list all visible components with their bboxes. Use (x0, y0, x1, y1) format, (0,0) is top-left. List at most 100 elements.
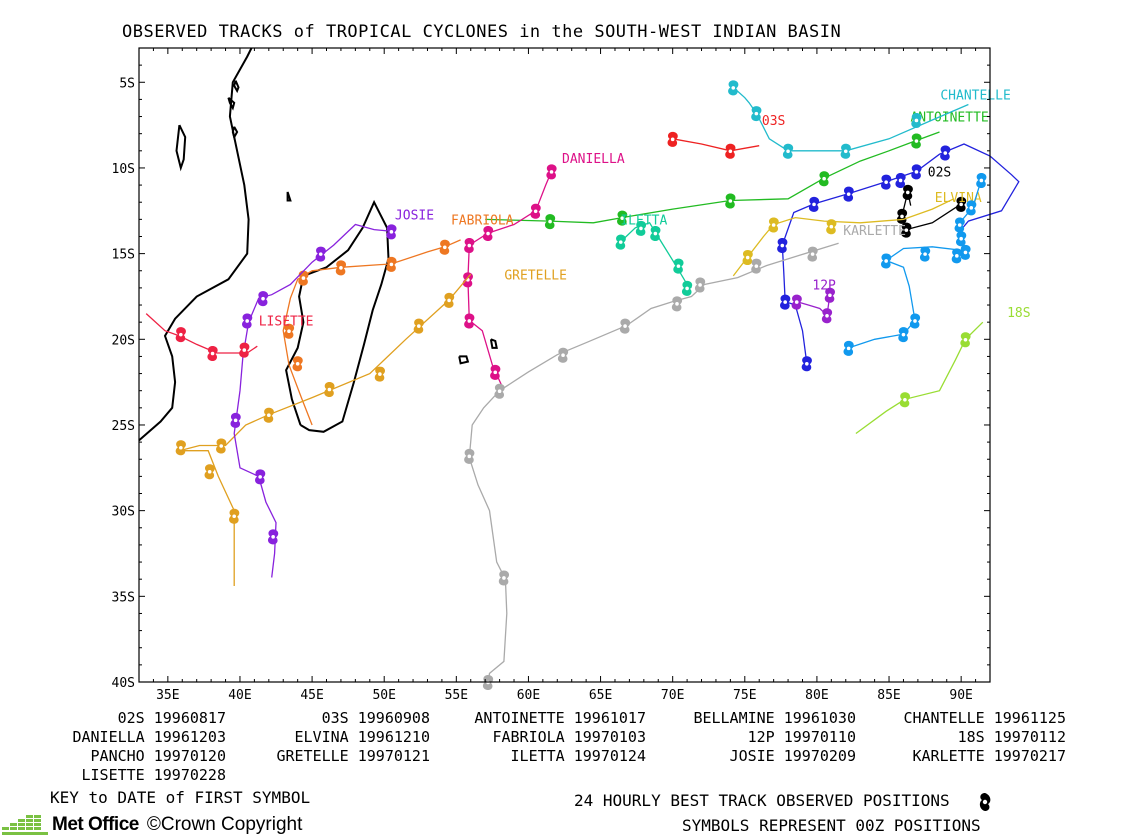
track-label-gretelle: GRETELLE (504, 268, 567, 283)
legend-entry: BELLAMINE 19961030 (693, 709, 856, 727)
track-03s: 03S (667, 114, 785, 159)
cyclone-symbol-pancho-5-eye (955, 254, 959, 258)
track-elvina: ELVINA (732, 191, 982, 277)
cyclone-symbol-josie-0-eye (271, 535, 275, 539)
met-office-brand: Met Office (52, 814, 139, 835)
cyclone-symbol-daniella-4-eye (486, 231, 490, 236)
track-pancho (843, 172, 987, 356)
legend-entry: ILETTA 19970124 (510, 747, 646, 765)
legend-entry: 03S 19960908 (321, 709, 430, 727)
track-label-daniella: DANIELLA (562, 152, 625, 167)
met-office-grid-icon (2, 815, 48, 835)
cyclone-symbol-josie-5-eye (318, 252, 323, 256)
track-iletta: ILETTA (615, 213, 693, 296)
cyclone-symbol-gretelle-2-eye (179, 445, 183, 450)
footer-line-2: SYMBOLS REPRESENT 00Z POSITIONS (682, 816, 981, 835)
cyclone-symbol-josie-1-eye (258, 475, 262, 479)
cyclone-symbol-bellamine-5-eye (884, 180, 888, 184)
axes-layer: 35E 40E 45E 50E 55E 60E 65E 70E 75E 80E 85E 90E 5S 10… (112, 47, 991, 703)
cyclone-symbol-chantelle-0-eye (731, 86, 736, 90)
cyclone-symbol-antoinette-1-eye (620, 216, 624, 220)
cyclone-symbol-gretelle-5-eye (327, 387, 332, 392)
cyclone-symbol-josie-3-eye (245, 319, 249, 323)
cyclone-symbol-pancho-2-eye (913, 319, 917, 323)
legend-entry: DANIELLA 19961203 (72, 728, 226, 746)
track-label-lisette: LISETTE (259, 315, 314, 330)
track-line-03s (672, 138, 760, 152)
coastline-layer (138, 47, 498, 442)
cyclone-symbol-gretelle-7-eye (417, 324, 421, 328)
mafia-coast (231, 126, 239, 140)
cyclone-symbol-chantelle-1-eye (754, 111, 759, 116)
cyclone-symbol-chantelle-3-eye (843, 149, 848, 154)
cyclone-symbol-karlette-3-eye (497, 389, 502, 394)
track-label-antoinette: ANTOINETTE (910, 111, 988, 126)
cyclone-symbol-fabriola-0-eye (295, 361, 300, 366)
x-tick-label: 80E (805, 688, 828, 703)
track-josie: JOSIE (230, 208, 434, 578)
y-tick-label: 25S (112, 419, 135, 434)
cyclone-symbol-bellamine-3-eye (812, 202, 816, 207)
legend-entry: 12P 19970110 (747, 728, 856, 746)
track-line-elvina (732, 198, 955, 277)
x-tick-label: 85E (877, 688, 900, 703)
y-tick-label: 40S (112, 676, 135, 691)
x-tick-label: 50E (372, 688, 395, 703)
legend-entry: ANTOINETTE 19961017 (474, 709, 646, 727)
met-office-logo: Met Office ©Crown Copyright (2, 812, 302, 838)
cyclone-symbol-josie-2-eye (233, 418, 238, 423)
cyclone-symbol-pancho-0-eye (846, 346, 851, 351)
cyclone-symbol-02s-0-eye (905, 190, 910, 195)
cyclone-symbol-gretelle-8-eye (447, 298, 451, 303)
cyclone-symbol-daniella-0-eye (493, 370, 498, 375)
cyclone-symbol-icon (980, 792, 991, 811)
cyclone-symbol-iletta-1-eye (639, 226, 643, 231)
cyclone-symbol-elvina-0-eye (745, 255, 750, 260)
x-tick-label: 65E (589, 688, 612, 703)
track-chantelle: CHANTELLE (728, 80, 1011, 159)
x-tick-label: 40E (228, 688, 251, 703)
x-tick-label: 35E (156, 688, 179, 703)
legend-entry: FABRIOLA 19970103 (492, 728, 646, 746)
x-tick-label: 75E (733, 688, 756, 703)
track-label-03s: 03S (762, 114, 785, 129)
cyclone-symbol-pancho-7-eye (959, 236, 963, 241)
zanzibar-coast (227, 96, 236, 111)
map-frame (138, 47, 991, 683)
track-line-gretelle (179, 273, 472, 586)
cyclone-symbol-karlette-4-eye (561, 353, 565, 358)
cyclone-symbol-bellamine-0-eye (805, 361, 809, 366)
cyclone-symbol-iletta-4-eye (685, 286, 689, 291)
cyclone-symbol-gretelle-0-eye (232, 514, 236, 519)
cyclone-symbol-elvina-1-eye (771, 223, 776, 227)
crown-copyright: ©Crown Copyright (146, 814, 303, 835)
cyclone-symbol-karlette-9-eye (810, 252, 815, 256)
cyclone-symbol-bellamine-1-eye (783, 300, 787, 304)
cyclone-symbol-gretelle-6-eye (378, 372, 382, 376)
cyclone-symbol-fabriola-3-eye (339, 266, 343, 270)
cyclone-symbol-elvina-2-eye (829, 224, 834, 229)
cyclone-symbol-gretelle-1-eye (207, 469, 212, 474)
legend-entry: PANCHO 19970120 (90, 747, 226, 765)
cyclone-symbol-fabriola-5-eye (442, 245, 447, 250)
track-fabriola: FABRIOLA (282, 213, 514, 426)
track-line-josie (233, 223, 392, 578)
madagascar-coast (285, 199, 390, 433)
track-02s: 02S (896, 166, 967, 238)
x-tick-label: 60E (517, 688, 540, 703)
cyclone-symbol-bellamine-7-eye (914, 170, 919, 174)
cyclone-symbol-karlette-8-eye (754, 264, 759, 268)
cyclone-symbol-02s-3-eye (959, 202, 963, 207)
legend-entry: 02S 19960817 (117, 709, 226, 727)
cyclone-symbol-bellamine-6-eye (898, 178, 903, 183)
track-label-fabriola: FABRIOLA (451, 213, 514, 228)
cyclone-symbol-gretelle-3-eye (219, 444, 224, 448)
map-title: OBSERVED TRACKS of TROPICAL CYCLONES in … (122, 22, 842, 42)
cyclone-symbol-18s-0-eye (903, 397, 907, 402)
key-caption: KEY to DATE of FIRST SYMBOL (50, 788, 311, 807)
cyclone-symbol-lisette-2-eye (242, 348, 247, 352)
cyclone-symbol-fabriola-2-eye (301, 276, 306, 280)
lake-coast (175, 124, 187, 172)
footer-line-1: 24 HOURLY BEST TRACK OBSERVED POSITIONS (574, 791, 993, 812)
legend-entry: 18S 19970112 (957, 728, 1066, 746)
